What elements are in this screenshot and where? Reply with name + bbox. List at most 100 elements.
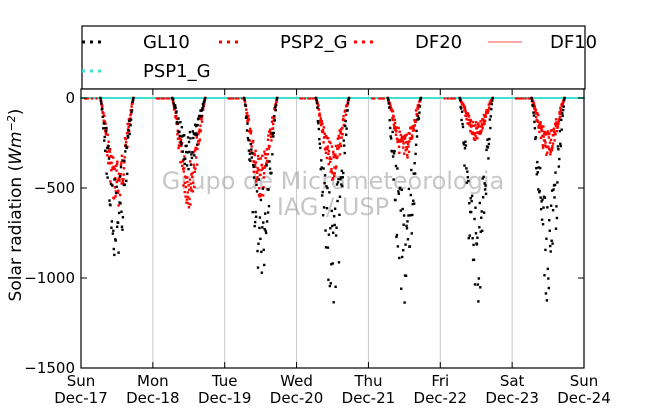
series-gl10-point: [337, 261, 341, 264]
series-df20-point: [557, 119, 561, 123]
series-gl10-point: [333, 223, 336, 227]
series-gl10-point: [105, 172, 108, 175]
series-gl10-point: [180, 125, 184, 129]
series-df20-point: [545, 131, 548, 134]
series-df20-point: [392, 115, 395, 119]
series-df20-point: [265, 162, 268, 165]
series-df20-point: [465, 118, 468, 121]
series-gl10-point: [558, 129, 562, 133]
series-gl10-point: [552, 188, 555, 191]
series-gl10-point: [416, 114, 420, 118]
series-df20-point: [522, 97, 525, 100]
series-gl10-point: [560, 128, 563, 131]
series-gl10-point: [474, 232, 478, 235]
series-df20-point: [252, 160, 256, 163]
series-df20-point: [394, 127, 397, 131]
series-df20-point: [187, 202, 190, 205]
series-df20-point: [183, 181, 187, 185]
series-df20-point: [418, 100, 422, 103]
series-df20-point: [114, 190, 118, 193]
series-gl10-point: [413, 172, 417, 175]
series-gl10-point: [245, 129, 249, 132]
series-gl10-point: [415, 129, 418, 133]
series-gl10-point: [481, 229, 484, 233]
series-gl10-point: [543, 196, 547, 199]
series-gl10-point: [321, 214, 325, 217]
series-df20-point: [551, 145, 554, 148]
series-gl10-point: [332, 301, 335, 304]
series-gl10-point: [192, 136, 195, 140]
series-df20-point: [326, 136, 330, 140]
series-gl10-point: [401, 255, 404, 259]
series-gl10-point: [538, 191, 541, 194]
series-df20-point: [397, 138, 400, 142]
series-gl10-point: [110, 220, 114, 223]
series-df20-point: [267, 147, 270, 150]
series-df20-point: [256, 154, 260, 158]
series-gl10-point: [469, 210, 473, 214]
series-df20-point: [414, 120, 417, 124]
series-gl10-point: [418, 105, 422, 108]
series-df20-point: [480, 124, 484, 127]
series-df20-point: [121, 181, 125, 185]
series-gl10-point: [483, 188, 487, 191]
series-df20-point: [336, 137, 340, 140]
series-df20-point: [401, 139, 405, 143]
series-df20-point: [182, 167, 186, 170]
x-tick-label-day: Tue: [211, 372, 238, 390]
series-df20-point: [416, 107, 420, 110]
series-gl10-point: [99, 96, 102, 100]
series-gl10-point: [180, 143, 183, 146]
series-df20-point: [397, 145, 401, 148]
series-df20-point: [130, 105, 133, 108]
series-gl10-point: [200, 114, 203, 118]
series-gl10-point: [243, 103, 247, 106]
series-gl10-point: [412, 202, 416, 205]
series-df20-point: [95, 97, 98, 100]
series-gl10-point: [338, 195, 342, 198]
series-df20-point: [411, 125, 414, 128]
series-df20-point: [391, 118, 394, 122]
series-df20-point: [559, 106, 562, 110]
series-gl10-point: [479, 286, 482, 289]
series-gl10-point: [188, 130, 192, 134]
series-gl10-point: [185, 144, 188, 148]
series-gl10-point: [345, 127, 348, 130]
series-gl10-point: [252, 163, 255, 167]
series-df20-point: [193, 170, 196, 174]
series-df20-point: [182, 170, 185, 173]
series-gl10-point: [339, 176, 343, 179]
series-df20-point: [468, 124, 471, 127]
series-df20-point: [453, 97, 456, 100]
series-gl10-point: [343, 151, 346, 155]
legend-marker: [98, 69, 101, 73]
series-gl10-point: [249, 159, 252, 163]
series-df20-point: [335, 165, 338, 168]
series-gl10-point: [316, 120, 320, 123]
series-gl10-point: [252, 176, 256, 179]
legend-marker: [354, 40, 357, 44]
series-df20-point: [122, 173, 125, 176]
series-gl10-point: [391, 155, 395, 158]
series-df20-point: [116, 191, 120, 195]
x-tick-label-day: Fri: [431, 372, 449, 390]
series-df20-point: [549, 153, 552, 156]
series-gl10-point: [125, 179, 128, 183]
series-df20-point: [115, 162, 119, 166]
series-df20-point: [322, 141, 325, 144]
series-df20-point: [161, 97, 164, 100]
series-df20-point: [185, 176, 189, 179]
series-df20-point: [188, 160, 192, 163]
series-df20-point: [334, 144, 338, 148]
series-gl10-point: [249, 142, 253, 146]
series-df20-point: [397, 126, 400, 130]
series-gl10-point: [464, 144, 468, 147]
series-df20-point: [261, 166, 265, 170]
series-df20-point: [524, 97, 527, 100]
series-df20-point: [250, 145, 253, 148]
series-df20-point: [265, 148, 269, 151]
series-gl10-point: [332, 215, 336, 218]
series-df20-point: [327, 149, 331, 153]
series-gl10-point: [396, 245, 400, 248]
series-df20-point: [541, 146, 545, 149]
